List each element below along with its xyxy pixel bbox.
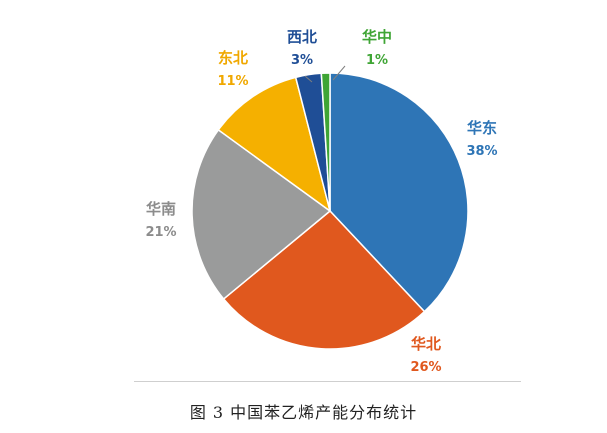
leader-line [332,65,346,81]
pie-slice-2 [191,128,332,301]
slice-name-label: 华北 [411,335,441,353]
slice-name-label: 华南 [146,200,176,218]
slice-labels: 华东 38% 华北 26% 华南 21% 东北 11% 西北 3% 华中 1% [145,28,497,375]
figure-caption: 图 3 中国苯乙烯产能分布统计 [189,403,418,422]
slice-percent-label: 26% [410,360,441,375]
leader-lines [304,65,346,83]
leader-line [304,75,313,83]
slice-percent-label: 1% [366,53,388,68]
pie-slice-5 [320,72,331,212]
pie-slices [191,72,469,350]
slice-percent-label: 21% [145,225,176,240]
slice-percent-label: 3% [291,53,313,68]
slice-name-label: 西北 [287,28,317,46]
slice-name-label: 华东 [467,119,497,137]
slice-percent-label: 11% [217,74,248,89]
pie-slice-0 [329,72,469,313]
slice-percent-label: 38% [466,144,497,159]
pie-slice-1 [222,209,426,350]
chart-frame [134,12,521,382]
slice-name-label: 华中 [362,28,392,46]
pie-slice-3 [217,76,332,213]
slice-name-label: 东北 [218,49,248,67]
